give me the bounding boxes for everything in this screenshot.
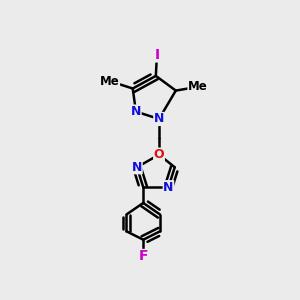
Text: O: O: [154, 148, 164, 161]
Text: Me: Me: [188, 80, 208, 93]
Text: I: I: [154, 48, 160, 62]
Text: Me: Me: [100, 75, 119, 88]
Text: N: N: [163, 181, 174, 194]
Text: N: N: [131, 105, 141, 118]
Text: N: N: [132, 161, 142, 174]
Text: N: N: [154, 112, 164, 125]
Text: F: F: [139, 250, 148, 263]
